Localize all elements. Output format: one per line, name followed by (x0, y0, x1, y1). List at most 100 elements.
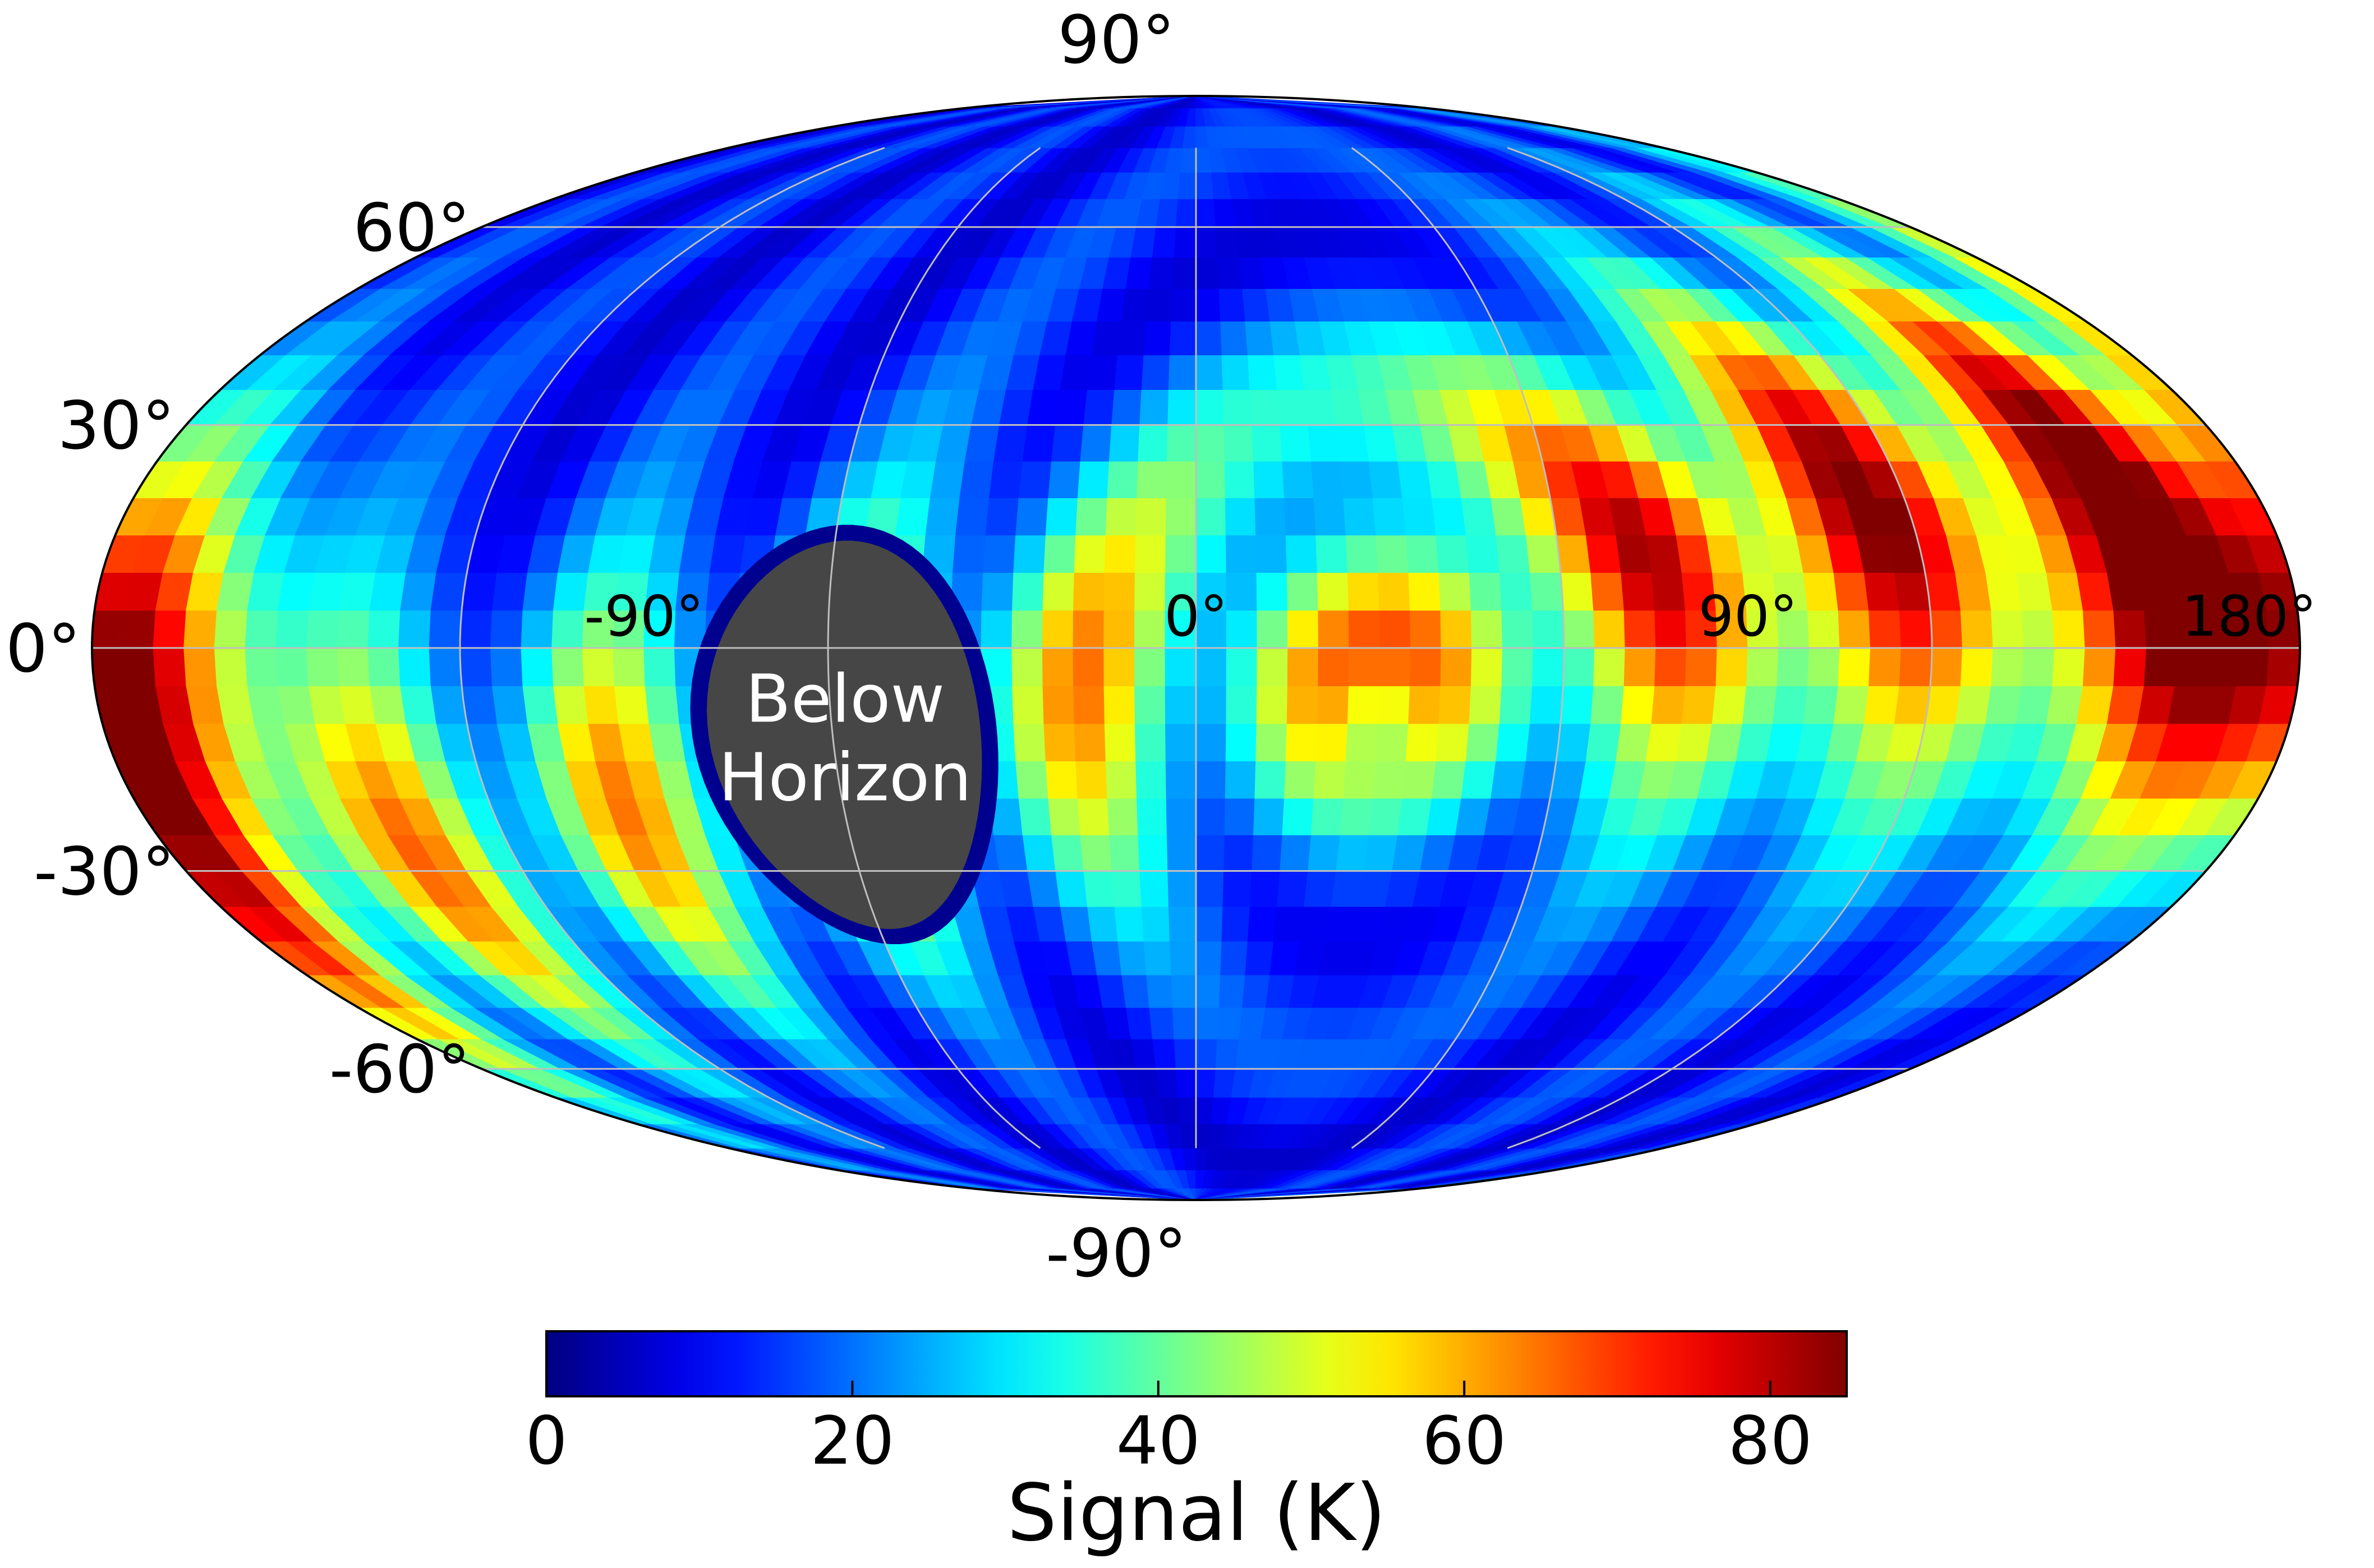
map-cell (1135, 497, 1167, 536)
map-cell (1273, 354, 1305, 390)
map-cell (2052, 647, 2086, 687)
map-cell (1045, 760, 1079, 799)
map-cell (1011, 647, 1044, 687)
map-cell (1048, 797, 1082, 835)
map-cell (1146, 288, 1174, 322)
map-cell (1954, 572, 1992, 611)
map-cell (1284, 760, 1317, 799)
map-cell (1138, 834, 1168, 872)
map-cell (553, 572, 589, 611)
map-cell (1225, 534, 1258, 573)
map-cell (1378, 572, 1411, 611)
map-cell (1490, 497, 1527, 536)
map-cell (275, 647, 310, 687)
map-cell (1195, 1068, 1217, 1098)
map-cell (1313, 760, 1347, 799)
map-cell (983, 534, 1016, 573)
map-cell (1134, 685, 1166, 724)
map-cell (1431, 760, 1467, 799)
map-cell (582, 647, 615, 687)
map-cell (1280, 424, 1312, 462)
map-outline (91, 95, 2301, 1201)
latitude-tick-labels: 90° 60° 30° 0° -30° -60° -90° (6, 1, 1187, 1292)
below-horizon-label-line-1: Below (746, 660, 945, 737)
longitude-tick-label: -90° (584, 583, 703, 649)
map-cell (1226, 572, 1258, 611)
map-cell (1318, 609, 1350, 649)
map-cell (583, 685, 619, 724)
map-cell (1807, 609, 1841, 649)
map-cell (1012, 685, 1045, 724)
map-cell (522, 685, 559, 724)
longitude-gridline (1351, 147, 1565, 1149)
map-cell (1105, 497, 1138, 536)
map-cell (553, 685, 589, 724)
map-cell (1525, 534, 1561, 573)
map-cell (1960, 647, 1994, 687)
map-cell (1562, 609, 1595, 649)
map-cell (1195, 198, 1217, 228)
map-cell (1226, 609, 1258, 649)
map-cell (1282, 461, 1315, 499)
map-cell (1169, 320, 1197, 356)
map-cell (1166, 424, 1197, 462)
map-cell (1074, 534, 1107, 573)
map-cell (491, 685, 528, 724)
map-cell (1077, 461, 1110, 499)
latitude-tick-label: 30° (58, 387, 175, 464)
map-cell (1134, 609, 1166, 649)
map-cell (1590, 572, 1625, 611)
map-cell (1121, 974, 1150, 1008)
map-cell (981, 572, 1014, 611)
map-cell (1408, 572, 1442, 611)
map-cell (1117, 320, 1147, 356)
map-cell (1347, 685, 1380, 724)
map-cell (1559, 685, 1594, 724)
map-cell (398, 609, 432, 649)
map-cell (1083, 389, 1115, 426)
map-cell (2205, 647, 2239, 687)
map-cell (1440, 647, 1473, 687)
map-cell (1195, 1038, 1218, 1069)
map-cell (1864, 685, 1901, 724)
map-cell (1803, 572, 1839, 611)
latitude-tick-label: 0° (6, 610, 81, 687)
map-cell (1654, 609, 1687, 649)
longitude-tick-label: 180° (2182, 583, 2317, 649)
map-cell (1149, 1006, 1175, 1040)
map-cell (1317, 685, 1350, 724)
map-cell (1471, 647, 1503, 687)
map-cell (183, 647, 218, 687)
map-cell (1013, 723, 1047, 762)
map-cell (1308, 834, 1341, 872)
map-cell (1015, 497, 1049, 536)
map-cell (1532, 609, 1565, 649)
map-cell (1254, 760, 1287, 799)
map-cell (1436, 534, 1470, 573)
map-cell (1195, 974, 1221, 1008)
map-cell (339, 572, 376, 611)
map-cell (1073, 572, 1106, 611)
map-cell (1146, 974, 1174, 1008)
colorbar-ticks: 0 20 40 60 80 (525, 1381, 1812, 1479)
map-cell (1224, 461, 1255, 499)
map-cell (1438, 685, 1472, 724)
map-cell (1165, 647, 1197, 687)
map-cell (92, 609, 126, 649)
map-cell (1091, 940, 1122, 976)
map-cell (1431, 497, 1467, 536)
map-cell (1252, 834, 1283, 872)
map-cell (1313, 497, 1347, 536)
map-cell (1195, 172, 1214, 199)
map-cell (1616, 723, 1653, 762)
map-cell (1168, 905, 1197, 942)
map-cell (1286, 572, 1319, 611)
map-cell (1073, 647, 1105, 687)
map-cell (1195, 1097, 1214, 1124)
map-cell (1055, 870, 1088, 907)
map-cell (1585, 723, 1622, 762)
map-cell (1174, 1038, 1197, 1069)
map-cell (306, 609, 340, 649)
map-cell (1317, 572, 1350, 611)
map-cell (2235, 647, 2270, 687)
